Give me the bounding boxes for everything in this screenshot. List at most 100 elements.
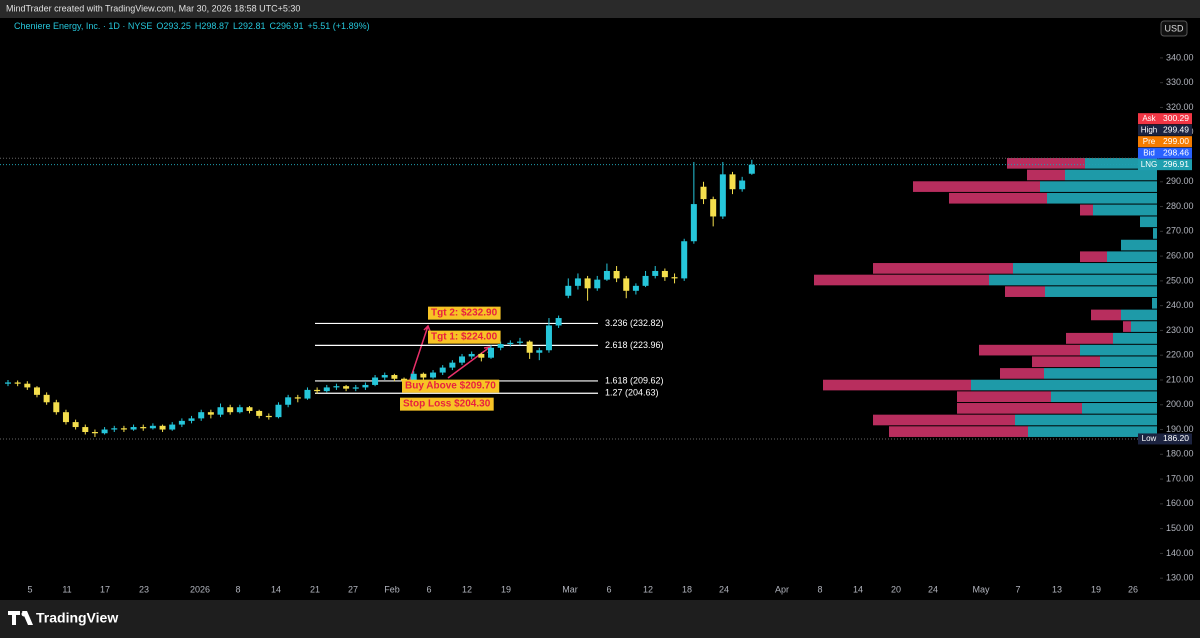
legend-symbol: Cheniere Energy, Inc. · 1D · NYSE	[14, 21, 152, 31]
y-tick-label: 150.00	[1166, 523, 1194, 533]
x-tick-label: 8	[235, 584, 240, 594]
profile-down	[873, 414, 1015, 426]
price-tag-value: 186.20	[1163, 433, 1189, 443]
y-tick-label: 250.00	[1166, 275, 1194, 285]
profile-down	[1000, 368, 1044, 379]
candle-body	[140, 427, 147, 429]
x-tick-label: 14	[271, 584, 281, 594]
candle-body	[381, 375, 388, 378]
y-tick-label: 330.00	[1166, 77, 1194, 87]
candle-body	[516, 341, 523, 343]
profile-up	[1040, 181, 1157, 192]
legend-open: O293.25	[156, 21, 191, 31]
price-tag-bg	[1160, 124, 1192, 136]
fib-label: 2.618 (223.96)	[605, 340, 664, 350]
profile-up	[1107, 251, 1157, 263]
x-tick-label: 7	[1015, 584, 1020, 594]
candle-body	[507, 342, 514, 345]
price-tag-name-bg	[1138, 113, 1160, 125]
price-tag-bg	[1160, 136, 1192, 148]
brand: TradingView	[36, 610, 118, 626]
y-tick-label: 280.00	[1166, 201, 1194, 211]
candle-body	[62, 412, 69, 423]
profile-up	[1065, 169, 1157, 181]
y-tick-label: 190.00	[1166, 424, 1194, 434]
price-tag-name-bg	[1138, 147, 1160, 159]
profile-up	[1131, 321, 1157, 332]
candle-body	[236, 407, 243, 413]
candle-body	[149, 425, 156, 429]
y-tick-label: 320.00	[1166, 102, 1194, 112]
profile-down	[1027, 169, 1065, 181]
y-tick-label: 340.00	[1166, 52, 1194, 62]
price-tag-name: LNG	[1141, 160, 1157, 169]
candle-body	[91, 432, 98, 434]
profile-up	[1051, 391, 1157, 403]
profile-down	[873, 263, 1013, 274]
profile-up	[1113, 332, 1157, 344]
candle-body	[24, 383, 31, 388]
y-tick-label: 180.00	[1166, 449, 1194, 459]
candle-body	[449, 362, 456, 368]
profile-down	[1066, 332, 1113, 344]
annotation-box	[428, 306, 501, 320]
candle-body	[33, 387, 40, 395]
candle-body	[545, 325, 552, 351]
fib-label: 1.27 (204.63)	[605, 388, 659, 398]
footer	[0, 600, 1200, 638]
candle-body	[246, 407, 253, 411]
candle-body	[739, 180, 746, 190]
candle-body	[661, 270, 668, 278]
x-tick-label: 26	[1128, 584, 1138, 594]
profile-down	[889, 426, 1028, 437]
candle-body	[555, 318, 562, 326]
profile-down	[1123, 321, 1131, 332]
profile-up	[1015, 414, 1157, 426]
candle-body	[690, 204, 697, 242]
x-tick-label: 24	[928, 584, 938, 594]
currency-button[interactable]	[1160, 20, 1188, 37]
candle-body	[642, 275, 649, 286]
credit: MindTrader created with TradingView.com,…	[6, 3, 300, 13]
y-tick-label: 200.00	[1166, 399, 1194, 409]
price-tag-name: Bid	[1143, 148, 1155, 157]
x-tick-label: 17	[100, 584, 110, 594]
profile-up	[1028, 426, 1157, 437]
candle-body	[275, 404, 282, 418]
candle-body	[53, 402, 60, 413]
price-tag-value: 296.91	[1163, 159, 1189, 169]
price-tag-bg	[1160, 159, 1192, 171]
candle-body	[72, 422, 79, 428]
x-tick-label: 20	[891, 584, 901, 594]
x-tick-label: 12	[643, 584, 653, 594]
profile-down	[979, 344, 1080, 356]
annotation: Tgt 1: $224.00	[431, 332, 498, 343]
price-tag-bg	[1160, 433, 1192, 445]
candle-body	[207, 412, 214, 415]
candle-body	[43, 394, 50, 403]
candle-body	[729, 174, 736, 190]
y-tick-label: 230.00	[1166, 325, 1194, 335]
fib-label: 3.236 (232.82)	[605, 318, 664, 328]
profile-up	[1093, 204, 1157, 216]
annotation-box	[400, 397, 494, 411]
price-tag-name-bg	[1138, 433, 1160, 445]
candle-body	[188, 418, 195, 421]
candle-body	[265, 415, 272, 418]
candle-body	[256, 410, 263, 416]
annotation: Buy Above $209.70	[405, 381, 496, 392]
candle-body	[671, 277, 678, 279]
profile-up	[1140, 216, 1157, 228]
legend-text: Cheniere Energy, Inc. · 1D · NYSE O293.25…	[14, 21, 370, 31]
candle-body	[681, 241, 688, 279]
x-tick-label: 24	[719, 584, 729, 594]
candle-body	[748, 164, 755, 174]
candle-body	[352, 387, 359, 389]
profile-up	[1044, 368, 1157, 379]
candle-body	[565, 285, 572, 296]
candle-body	[613, 270, 620, 279]
profile-up	[971, 379, 1157, 391]
y-tick-label: 220.00	[1166, 350, 1194, 360]
